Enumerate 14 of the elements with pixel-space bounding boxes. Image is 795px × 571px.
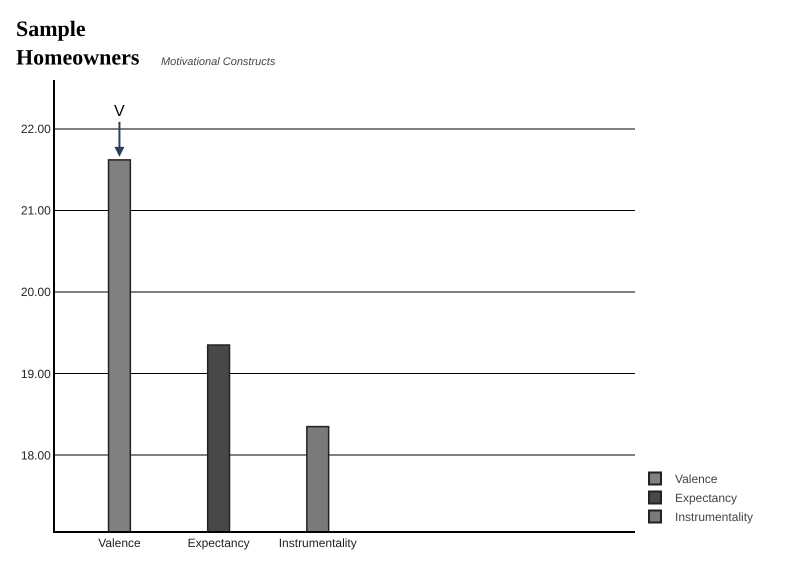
chart-subtitle: Motivational Constructs <box>161 56 276 68</box>
legend-label: Instrumentality <box>675 510 754 524</box>
y-tick-label: 19.00 <box>20 366 52 381</box>
x-tick-label: Instrumentality <box>278 536 357 550</box>
legend-label: Expectancy <box>675 491 738 506</box>
legend-label: Valence <box>675 472 718 486</box>
chart-title: Sample Homeowners <box>16 16 140 70</box>
annotation: V <box>114 103 125 120</box>
y-tick-label: 22.00 <box>20 122 52 136</box>
x-tick-label: Valence <box>98 536 141 550</box>
y-tick-label: 21.00 <box>20 204 52 218</box>
y-tick-label: 20.00 <box>20 285 52 300</box>
y-tick-label: 18.00 <box>20 448 52 462</box>
x-tick-label: Expectancy <box>188 536 250 550</box>
